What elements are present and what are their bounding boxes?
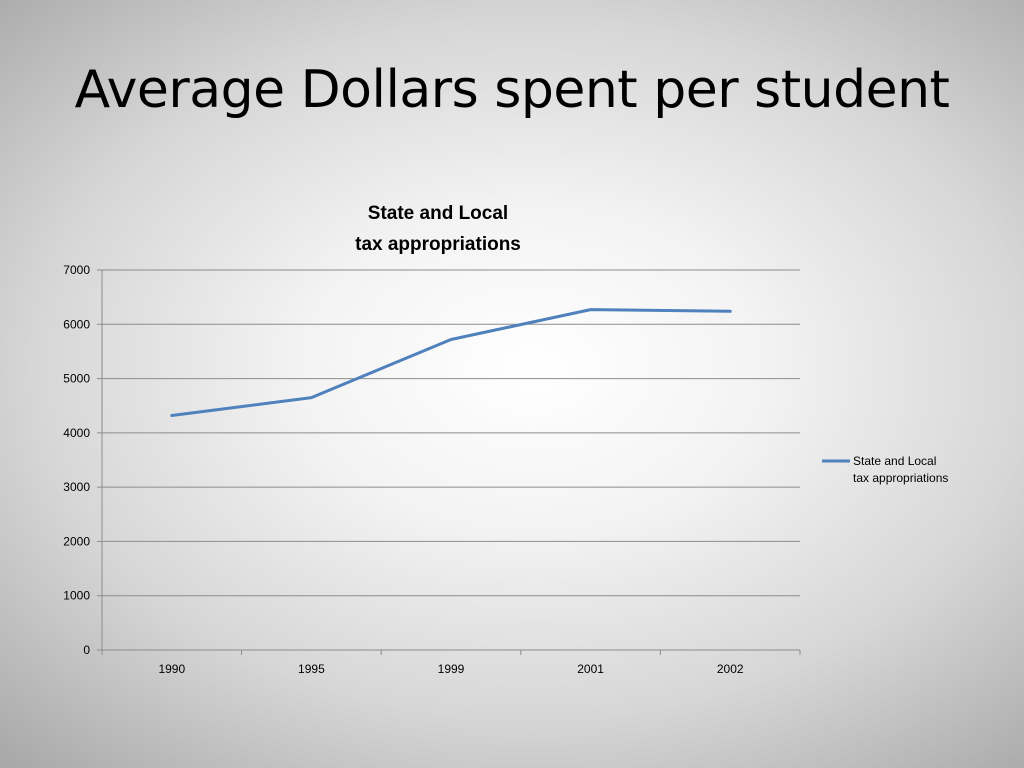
y-tick-label: 6000: [63, 317, 90, 331]
x-tick-label: 1995: [298, 662, 325, 676]
slide-title: Average Dollars spent per student: [74, 60, 950, 120]
series-line: [170, 308, 732, 417]
legend: State and Local tax appropriations: [822, 454, 948, 485]
x-tick-label: 1999: [438, 662, 465, 676]
y-tick-label: 1000: [63, 589, 90, 603]
legend-label: State and Local: [853, 454, 936, 468]
x-tick-label: 2002: [717, 662, 744, 676]
series-lines: [170, 308, 732, 417]
chart-title-line: tax appropriations: [355, 234, 521, 255]
y-axis-tick-labels: 0 1000 2000 3000 4000 5000 6000 7000: [63, 263, 90, 657]
x-axis-tick-labels: 1990 1995 1999 2001 2002: [158, 662, 743, 676]
chart-title-line: State and Local: [368, 203, 508, 224]
y-tick-label: 2000: [63, 534, 90, 548]
gridlines: [97, 269, 800, 651]
x-tick-label: 1990: [158, 662, 185, 676]
x-tick-label: 2001: [577, 662, 604, 676]
chart-title: State and Local tax appropriations: [355, 203, 521, 255]
y-tick-label: 0: [83, 643, 90, 657]
y-tick-label: 5000: [63, 372, 90, 386]
y-tick-label: 4000: [63, 426, 90, 440]
legend-label: tax appropriations: [853, 471, 948, 485]
y-tick-label: 3000: [63, 480, 90, 494]
y-tick-label: 7000: [63, 263, 90, 277]
axes: [101, 270, 801, 655]
